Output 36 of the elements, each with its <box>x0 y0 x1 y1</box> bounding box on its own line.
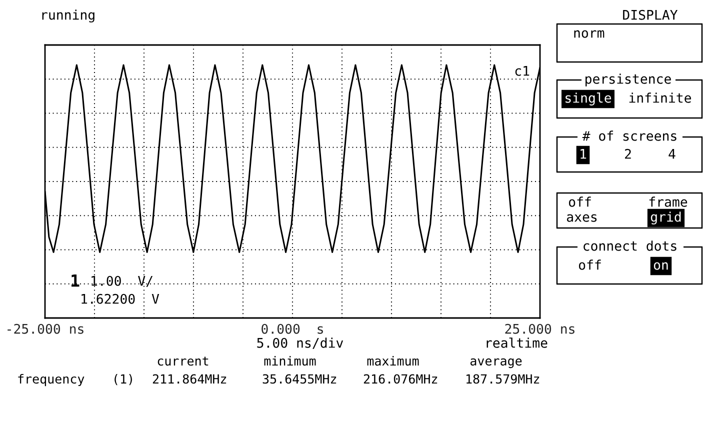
text: persistence <box>586 74 671 86</box>
text: connect dots <box>584 240 676 251</box>
text: running <box>42 10 94 22</box>
text: axes <box>566 214 597 222</box>
annotation: c1 <box>515 66 530 76</box>
text: minimum <box>264 356 316 366</box>
text: realtime <box>486 338 548 348</box>
annotation: 1.62200 V <box>82 294 160 304</box>
text: frequency <box>18 374 84 386</box>
text: single <box>566 92 612 106</box>
text: 4 <box>668 149 676 159</box>
text: 216.076MHz <box>364 374 438 384</box>
text: DISPLAY <box>623 10 678 20</box>
text: on <box>654 262 668 270</box>
text: maximum <box>367 356 419 366</box>
text: 1 <box>580 149 586 159</box>
text: grid <box>650 212 681 224</box>
x-tick-label: 0.000 s <box>262 324 323 334</box>
text: 35.6455MHz <box>262 374 336 384</box>
x-tick-label: -25.000 ns <box>8 324 84 334</box>
text: off <box>578 260 601 270</box>
text: frame <box>649 196 688 207</box>
annotation: 1.00 V/ <box>92 276 153 287</box>
text: 5.00 ns/div <box>257 338 344 349</box>
text: off <box>568 196 591 207</box>
text: 2 <box>625 148 631 159</box>
text: current <box>158 356 208 366</box>
text: 187.579MHz <box>466 374 540 384</box>
text: average <box>470 358 522 368</box>
text: norm <box>574 30 604 38</box>
text: 211.864MHz <box>152 374 226 384</box>
text: (1) <box>114 374 132 386</box>
text: infinite <box>629 92 691 103</box>
text: # of screens <box>582 130 676 141</box>
annotation: 1 <box>72 274 80 287</box>
x-tick-label: 25.000 ns <box>505 324 574 334</box>
